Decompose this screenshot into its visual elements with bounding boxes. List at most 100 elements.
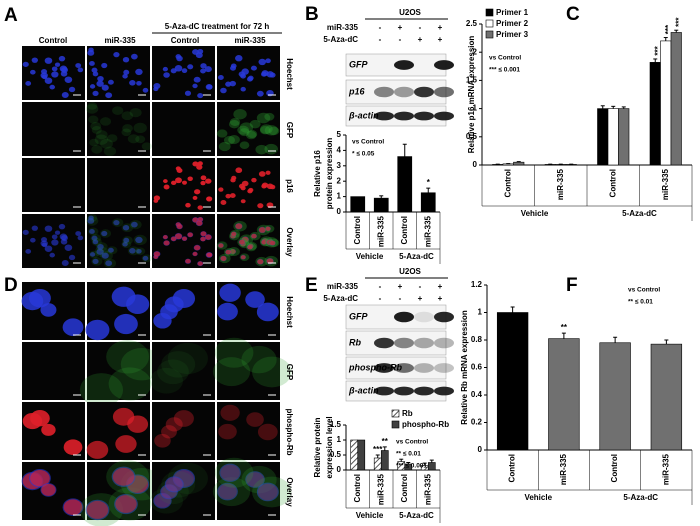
nucleus-stain: [63, 499, 83, 515]
nucleus-stain: [269, 184, 276, 190]
cytoplasm: [260, 124, 273, 135]
panel-label: A: [4, 5, 18, 26]
band: [374, 111, 394, 121]
nucleus: [269, 72, 276, 78]
cytoplasm: [141, 254, 152, 263]
cytoplasm: [88, 227, 99, 236]
cytoplasm: [91, 126, 102, 134]
x-tick-label: miR-335: [423, 473, 432, 505]
cytoplasm: [88, 115, 99, 124]
nucleus: [176, 55, 183, 62]
bar: [350, 439, 359, 471]
nucleus: [192, 83, 198, 89]
nucleus-stain: [225, 193, 231, 199]
nucleus: [129, 80, 136, 86]
nucleus: [105, 92, 113, 99]
sign: +: [438, 23, 443, 32]
row-label: Hoechst: [285, 296, 294, 328]
treatment-label: 5-Aza-dC treatment for 72 h: [165, 22, 270, 31]
nucleus-stain: [258, 171, 266, 177]
nucleus: [206, 84, 213, 90]
nucleus-stain: [170, 180, 177, 186]
micrograph: [87, 102, 150, 156]
cytoplasm: [252, 356, 292, 388]
y-tick-label: 2: [337, 176, 342, 185]
y-tick-label: 1: [473, 104, 478, 113]
panel-label: F: [566, 275, 578, 296]
nucleus: [245, 471, 265, 488]
y-tick-label: 1: [337, 192, 342, 201]
legend-label: Rb: [402, 409, 413, 418]
nucleus-stain: [206, 196, 213, 202]
nucleus: [142, 255, 149, 261]
row-label: Overlay: [285, 227, 294, 257]
micrograph: [152, 342, 215, 400]
x-tick-label: Control: [400, 474, 409, 502]
nucleus: [164, 296, 184, 313]
y-tick-label: 1.5: [466, 76, 478, 85]
sign: +: [438, 35, 443, 44]
nucleus-stain: [30, 470, 50, 487]
nucleus: [113, 51, 120, 58]
nucleus: [235, 55, 243, 62]
nucleus-stain: [247, 188, 253, 194]
nucleus-stain: [170, 236, 177, 242]
sign: -: [379, 294, 382, 303]
nucleus-stain: [246, 472, 264, 487]
annotation: ** ≤ 0.01: [628, 299, 653, 306]
nucleus: [164, 476, 184, 493]
cytoplasm: [95, 130, 108, 140]
nucleus: [261, 71, 267, 77]
nucleus-stain: [240, 255, 246, 260]
nucleus: [88, 47, 94, 53]
band: [394, 363, 414, 373]
annotation: vs Control: [628, 287, 660, 294]
bar: [357, 439, 366, 471]
sign: +: [438, 282, 443, 291]
nucleus: [219, 283, 241, 302]
nucleus-stain: [115, 495, 137, 513]
nucleus: [135, 68, 143, 76]
nucleus-stain: [200, 180, 206, 186]
sign: -: [379, 23, 382, 32]
nucleus: [89, 252, 96, 257]
y-tick-label: 0: [337, 465, 342, 474]
cytoplasm: [228, 120, 240, 129]
nucleus-stain: [206, 252, 213, 258]
nucleus-stain: [165, 417, 183, 432]
x-tick-label: Control: [353, 216, 362, 244]
nucleus: [22, 61, 29, 67]
cytoplasm: [239, 122, 254, 133]
nucleus: [31, 225, 38, 231]
cell-line: U2OS: [399, 267, 421, 276]
column-label: Control: [39, 36, 67, 45]
cytoplasm: [133, 234, 147, 246]
nucleus: [61, 260, 69, 267]
band: [414, 337, 434, 349]
row-label: p16: [285, 179, 294, 193]
bar: [599, 342, 631, 451]
bar: [380, 450, 389, 471]
x-tick-label: miR-335: [376, 215, 385, 247]
cytoplasm: [108, 487, 152, 521]
annotation: vs Control: [352, 139, 384, 146]
y-tick-label: 1: [478, 308, 483, 317]
cytoplasm: [127, 246, 140, 256]
cytoplasm: [95, 242, 108, 252]
nucleus: [77, 67, 84, 73]
nucleus: [195, 52, 203, 59]
nucleus: [187, 64, 194, 70]
nucleus-stain: [194, 245, 201, 251]
nucleus: [22, 229, 29, 235]
cytoplasm: [233, 108, 247, 120]
bar: [350, 196, 366, 213]
cytoplasm: [127, 134, 140, 144]
cytoplasm: [121, 128, 132, 137]
cytoplasm: [99, 229, 112, 238]
group-label: 5-Aza-dC: [622, 209, 657, 218]
cytoplasm: [106, 340, 150, 374]
nucleus-stain: [265, 226, 271, 231]
nucleus: [129, 248, 136, 254]
nucleus: [219, 463, 241, 482]
y-tick-label: 3: [337, 161, 342, 170]
